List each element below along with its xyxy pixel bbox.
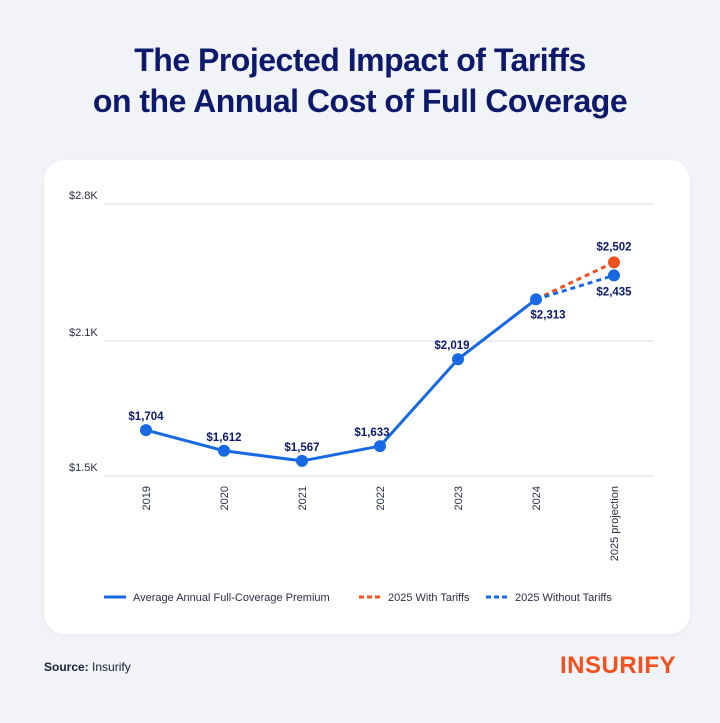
series-line-0	[144, 297, 538, 463]
legend-label-1: 2025 With Tariffs	[388, 592, 470, 604]
title-line-2: on the Annual Cost of Full Coverage	[92, 83, 628, 119]
source-label: Source:	[44, 660, 89, 674]
y-tick-label: $2.1K	[69, 327, 98, 339]
page-title: The Projected Impact of Tariffs on the A…	[0, 40, 720, 122]
data-point-2021	[296, 454, 308, 467]
x-tick-label: 2019	[141, 486, 153, 510]
data-label: $2,313	[530, 309, 565, 321]
source-note: Source: Insurify	[44, 660, 131, 674]
legend: Average Annual Full-Coverage Premium 2025…	[104, 592, 612, 604]
chart-card: $1.5K $2.1K $2.8K 2019 2020 2021 2022 2023 2024…	[44, 160, 690, 634]
data-point-2025-projection	[608, 269, 620, 282]
data-point-2020	[218, 444, 230, 457]
data-point-2019	[140, 424, 152, 437]
legend-label-2: 2025 Without Tariffs	[515, 592, 612, 604]
data-label: $1,567	[284, 442, 319, 454]
y-tick-label: $1.5K	[69, 462, 98, 474]
x-tick-label: 2020	[219, 486, 231, 510]
point-layer	[140, 256, 620, 467]
data-point-2022	[374, 440, 386, 453]
data-label: $1,612	[206, 432, 241, 444]
data-label: $2,019	[434, 340, 469, 352]
y-tick-label: $2.8K	[69, 190, 98, 202]
data-label-layer: $1,704 $1,612 $1,567 $1,633 $2,019 $2,313 $2,5…	[128, 241, 632, 454]
x-tick-label: 2024	[531, 486, 543, 510]
data-point-2024	[530, 293, 542, 306]
series-line-2	[535, 274, 615, 301]
x-tick-label: 2021	[297, 486, 309, 510]
data-label: $2,502	[596, 241, 631, 253]
data-point-2023	[452, 353, 464, 366]
data-label: $2,435	[596, 286, 632, 298]
x-tick-label: 2025 projection	[609, 486, 621, 561]
x-axis-labels: 2019 2020 2021 2022 2023 2024 2025 projection	[141, 486, 621, 561]
data-label: $1,704	[128, 411, 164, 423]
x-tick-label: 2022	[375, 486, 387, 510]
title-line-1: The Projected Impact of Tariffs	[134, 42, 586, 78]
data-point-2025-projection	[608, 256, 620, 269]
source-value: Insurify	[92, 660, 131, 674]
grid-layer: $1.5K $2.1K $2.8K	[69, 190, 654, 477]
x-tick-label: 2023	[453, 486, 465, 510]
line-chart: $1.5K $2.1K $2.8K 2019 2020 2021 2022 2023 2024…	[69, 190, 654, 604]
series-layer	[144, 260, 615, 463]
legend-label-0: Average Annual Full-Coverage Premium	[133, 592, 330, 604]
insurify-logo: INSURIFY	[559, 652, 676, 679]
data-label: $1,633	[354, 427, 389, 439]
